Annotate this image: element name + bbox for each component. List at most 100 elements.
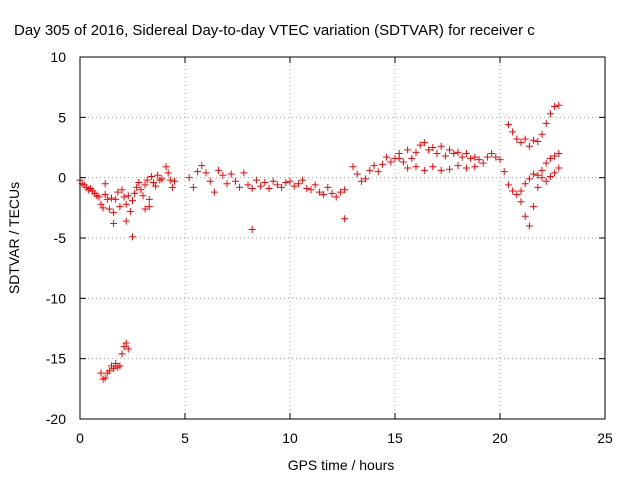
data-point (147, 172, 155, 180)
data-point (158, 175, 166, 183)
y-tick-label: 0 (58, 170, 66, 186)
data-point (95, 193, 103, 201)
x-tick-label: 10 (282, 430, 298, 446)
data-point (534, 171, 542, 179)
data-point (357, 177, 365, 185)
data-point (555, 164, 563, 172)
data-point (120, 193, 128, 201)
y-axis-ticks: 10 5 0 -5 -10 -15 -20 (46, 49, 605, 427)
data-point (126, 207, 134, 215)
data-point (124, 192, 132, 200)
data-point (129, 233, 136, 241)
data-point (320, 191, 328, 199)
data-point (112, 195, 120, 203)
data-point (168, 183, 176, 191)
data-point (141, 205, 149, 213)
data-point (546, 172, 554, 180)
data-point (202, 169, 210, 177)
data-point (412, 148, 420, 156)
data-point (521, 180, 529, 188)
data-point (198, 162, 206, 170)
data-point (542, 177, 550, 185)
data-point (101, 374, 109, 382)
data-point (131, 189, 139, 197)
data-point (525, 142, 533, 150)
data-point (534, 137, 542, 145)
x-tick-label: 15 (387, 430, 403, 446)
data-point (404, 164, 412, 172)
data-point (257, 182, 265, 190)
data-point (475, 156, 483, 164)
data-point (555, 150, 563, 158)
data-point (404, 146, 412, 154)
data-point (383, 153, 391, 161)
data-point (137, 186, 145, 194)
data-point (530, 136, 538, 144)
data-point (521, 212, 529, 220)
data-point (324, 183, 332, 191)
data-point (399, 158, 407, 166)
data-point (462, 150, 470, 158)
data-point (219, 171, 227, 179)
data-point (471, 153, 479, 161)
data-point (265, 185, 273, 193)
data-point (416, 141, 424, 149)
data-point (118, 350, 126, 358)
x-tick-label: 20 (492, 430, 508, 446)
data-point (509, 187, 517, 195)
data-point (504, 121, 512, 129)
data-point (420, 139, 428, 147)
data-point (236, 183, 244, 191)
data-point (458, 153, 466, 161)
data-point (479, 159, 487, 167)
data-point (336, 188, 344, 196)
data-point (294, 180, 302, 188)
data-point (116, 203, 124, 211)
y-tick-label: 10 (50, 49, 66, 65)
data-point (105, 205, 113, 213)
data-point (517, 187, 525, 195)
data-point (408, 154, 416, 162)
data-point (152, 182, 160, 190)
data-point (150, 178, 157, 186)
grid (80, 57, 605, 419)
data-point (194, 168, 202, 176)
data-point (240, 169, 248, 177)
y-axis-label: SDTVAR / TECUs (6, 182, 22, 294)
data-point (551, 169, 559, 177)
data-point (145, 195, 153, 203)
data-point (154, 171, 162, 179)
data-point (471, 163, 479, 171)
data-point (103, 195, 111, 203)
data-point (122, 200, 130, 208)
data-point (124, 345, 132, 353)
data-point (110, 364, 118, 372)
data-point (488, 150, 496, 158)
data-point (551, 102, 559, 110)
y-tick-label: -15 (46, 351, 66, 367)
data-point (210, 188, 218, 196)
data-point (286, 177, 294, 185)
data-point (462, 164, 470, 172)
data-point (227, 170, 235, 178)
data-point (248, 185, 256, 193)
x-tick-label: 25 (597, 430, 613, 446)
data-point (446, 165, 454, 173)
data-point (437, 166, 445, 174)
data-point (542, 159, 550, 167)
x-axis-label: GPS time / hours (288, 457, 395, 473)
data-point (328, 189, 336, 197)
data-point (349, 163, 357, 171)
data-point (517, 198, 525, 206)
data-point (538, 174, 546, 182)
data-point (387, 158, 395, 166)
y-tick-label: -20 (46, 411, 66, 427)
data-point (110, 209, 118, 217)
data-point (412, 163, 420, 171)
data-point (513, 191, 521, 199)
data-point (395, 154, 403, 162)
data-point (534, 183, 542, 191)
y-tick-label: -10 (46, 290, 66, 306)
data-point (135, 178, 143, 186)
